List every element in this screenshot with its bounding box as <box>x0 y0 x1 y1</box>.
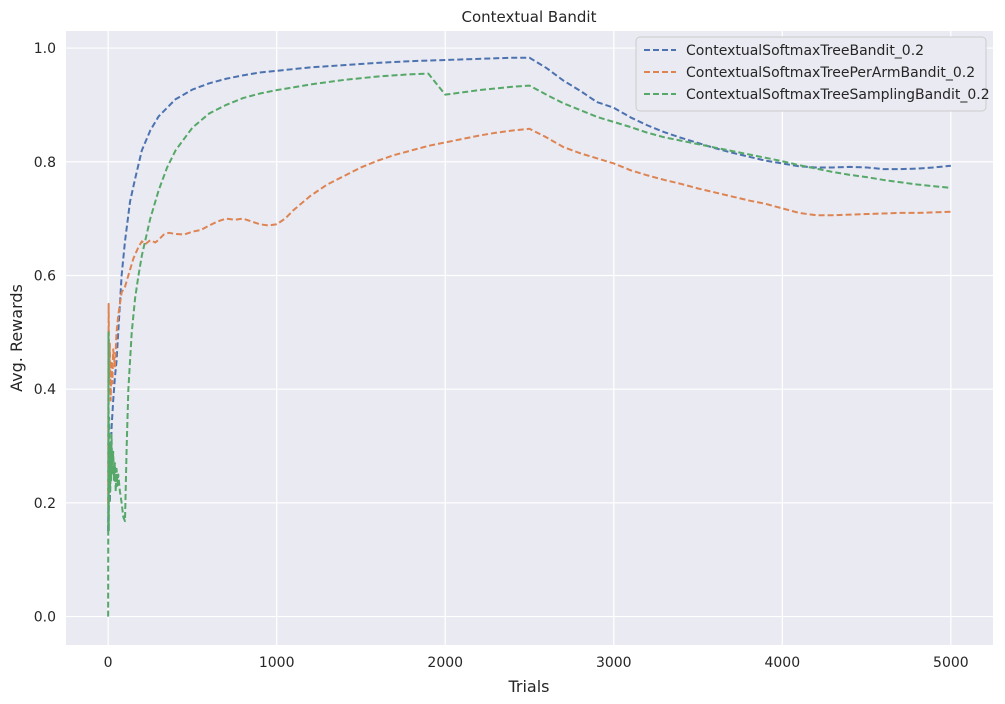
y-tick-label: 0.0 <box>34 610 56 626</box>
chart-title: Contextual Bandit <box>462 8 597 26</box>
y-tick-label: 0.6 <box>34 268 56 284</box>
legend-box <box>635 36 987 112</box>
legend: ContextualSoftmaxTreeBandit_0.2 Contextu… <box>635 36 990 112</box>
y-tick-label: 0.2 <box>34 496 56 512</box>
x-axis-label: Trials <box>507 677 549 696</box>
y-tick-label: 0.8 <box>34 155 56 171</box>
y-tick-label: 0.4 <box>34 382 56 398</box>
x-axis-ticks: 0 1000 2000 3000 4000 5000 <box>104 655 969 671</box>
legend-label-sampling-bandit: ContextualSoftmaxTreeSamplingBandit_0.2 <box>686 87 990 103</box>
x-tick-label: 5000 <box>933 655 969 671</box>
y-axis-ticks: 0.0 0.2 0.4 0.6 0.8 1.0 <box>34 41 56 626</box>
y-axis-label: Avg. Rewards <box>7 284 26 392</box>
x-tick-label: 4000 <box>764 655 800 671</box>
y-tick-label: 1.0 <box>34 41 56 57</box>
x-tick-label: 0 <box>104 655 113 671</box>
plot-area <box>66 31 993 645</box>
series-layer <box>107 56 951 617</box>
legend-label-tree-bandit: ContextualSoftmaxTreeBandit_0.2 <box>686 43 924 59</box>
legend-label-per-arm-bandit: ContextualSoftmaxTreePerArmBandit_0.2 <box>686 65 975 81</box>
x-tick-label: 3000 <box>596 655 632 671</box>
grid-lines <box>66 31 993 645</box>
series-line-per-arm-bandit <box>107 127 951 503</box>
series-line-sampling-bandit <box>107 72 951 617</box>
x-tick-label: 1000 <box>259 655 295 671</box>
series-line-tree-bandit <box>107 56 951 532</box>
x-tick-label: 2000 <box>427 655 463 671</box>
